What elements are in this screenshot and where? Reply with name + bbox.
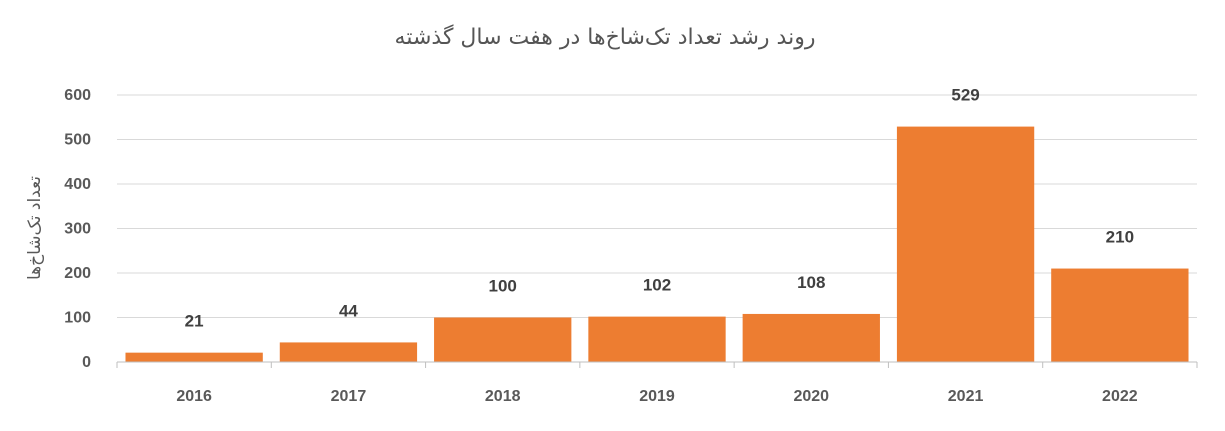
bar-2021 [896, 126, 1035, 362]
y-tick-label: 100 [64, 310, 91, 327]
y-tick-label: 600 [64, 87, 91, 104]
data-label: 108 [797, 273, 825, 292]
x-tick-label: 2021 [948, 388, 984, 405]
x-tick-label: 2017 [331, 388, 367, 405]
bar-2019 [588, 316, 726, 362]
y-tick-label: 500 [64, 132, 91, 149]
data-label: 210 [1106, 228, 1134, 247]
bar-2020 [742, 313, 880, 362]
data-label: 21 [185, 312, 204, 331]
y-tick-labels: 0 100 200 300 400 500 600 [64, 87, 91, 371]
bars [125, 126, 1189, 362]
x-tick-label: 2018 [485, 388, 521, 405]
bar-2016 [125, 352, 263, 362]
y-tick-label: 400 [64, 176, 91, 193]
bar-2022 [1051, 268, 1189, 362]
data-label: 529 [951, 86, 979, 105]
x-tick-label: 2022 [1102, 388, 1138, 405]
x-tick-label: 2020 [793, 388, 829, 405]
data-label: 44 [339, 301, 358, 320]
x-tick-label: 2016 [176, 388, 212, 405]
bar-2017 [279, 342, 418, 362]
y-tick-label: 200 [64, 265, 91, 282]
data-label: 102 [643, 276, 671, 295]
y-tick-label: 0 [82, 354, 91, 371]
data-labels: 21 44 100 102 108 529 210 [185, 86, 1134, 331]
chart-title: روند رشد تعداد تک‌شاخ‌ها در هفت سال گذشت… [395, 24, 816, 50]
y-axis-label: تعداد تک‌شاخ‌ها [25, 176, 45, 280]
data-label: 100 [489, 277, 517, 296]
x-tick-labels: 2016 2017 2018 2019 2020 2021 2022 [176, 388, 1137, 405]
bar-2018 [434, 317, 572, 362]
x-tick-label: 2019 [639, 388, 675, 405]
y-tick-label: 300 [64, 221, 91, 238]
x-axis [116, 361, 1198, 368]
